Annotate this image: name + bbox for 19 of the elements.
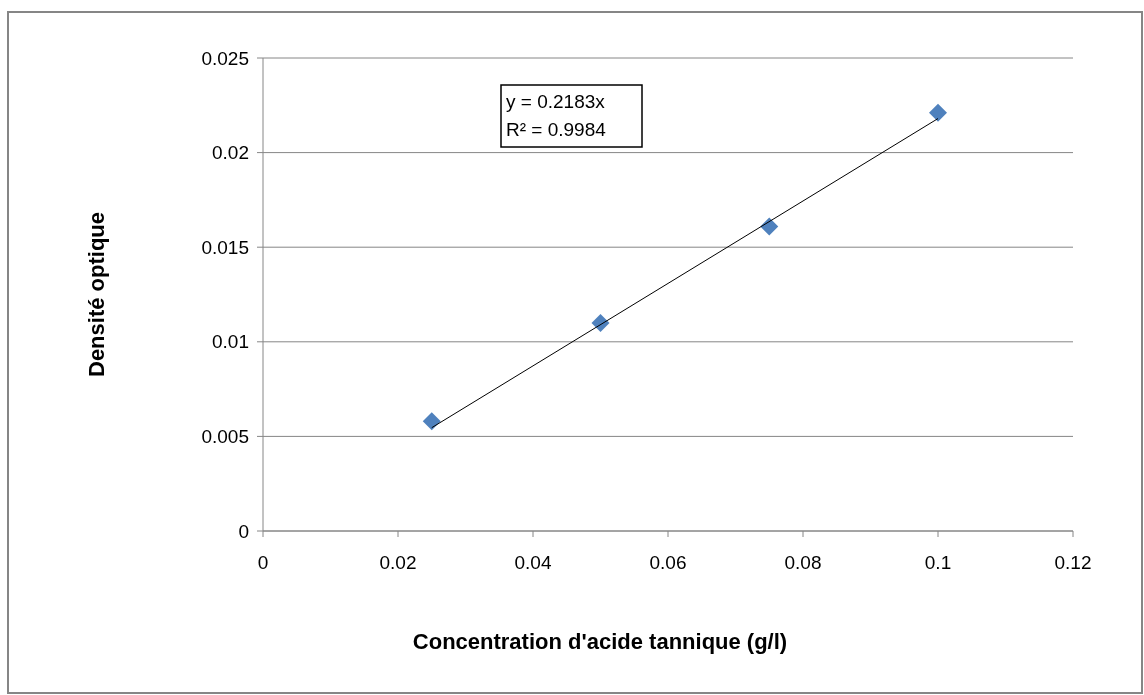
x-tick-label: 0.1 (924, 552, 952, 573)
y-tick-label: 0.005 (201, 426, 249, 448)
x-tick-label: 0 (257, 552, 269, 573)
x-tick-label: 0.12 (1054, 552, 1092, 573)
x-axis-title: Concentration d'acide tannique (g/l) (412, 629, 788, 654)
y-tick-label: 0.02 (212, 142, 249, 164)
x-tick-label: 0.06 (649, 552, 687, 573)
annotation: y = 0.2183x (506, 91, 606, 112)
point (929, 103, 947, 122)
x-tick-label: 0.02 (379, 552, 417, 573)
y-tick-label: 0.015 (201, 236, 249, 258)
point (422, 412, 441, 431)
y-axis-title: Densité optique (84, 211, 109, 378)
y-tick-label: 0 (238, 520, 249, 542)
y-tick-label: 0.01 (212, 331, 249, 353)
annotation: R² = 0.9984 (506, 119, 607, 140)
x-tick-label: 0.04 (514, 552, 552, 573)
x-tick-label: 0.08 (784, 552, 822, 573)
y-tick-label: 0.025 (201, 47, 249, 69)
